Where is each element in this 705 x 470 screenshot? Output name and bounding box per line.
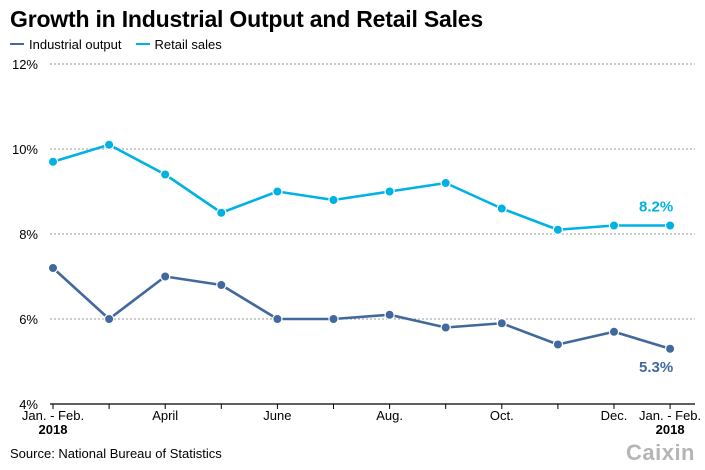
data-label-retail: 8.2% — [639, 199, 673, 216]
x-tick-label: 2018 — [656, 422, 685, 437]
data-point-retail — [103, 139, 115, 150]
data-point-retail — [272, 186, 283, 197]
caixin-logo: Caixin — [625, 440, 695, 465]
data-point-retail — [216, 207, 227, 218]
data-label-industrial: 5.3% — [639, 359, 673, 376]
data-point-industrial — [440, 322, 451, 333]
data-point-industrial — [272, 313, 283, 325]
data-point-retail — [552, 224, 564, 235]
data-point-industrial — [103, 313, 115, 325]
data-point-retail — [608, 220, 620, 231]
x-tick-label: Jan. - Feb. — [639, 408, 701, 423]
source-note: Source: National Bureau of Statistics — [10, 446, 222, 461]
data-point-retail — [496, 203, 507, 214]
legend: Industrial output Retail sales — [10, 36, 236, 52]
data-point-industrial — [328, 313, 339, 325]
series-line-industrial — [52, 267, 671, 350]
y-tick-label: 12% — [12, 57, 38, 72]
x-tick-label: Dec. — [601, 408, 628, 423]
legend-label-retail: Retail sales — [154, 36, 222, 52]
data-point-industrial — [216, 279, 227, 291]
data-point-retail — [328, 194, 339, 206]
y-tick-label: 10% — [12, 142, 38, 157]
x-tick-label: April — [152, 408, 178, 423]
chart-title: Growth in Industrial Output and Retail S… — [10, 6, 483, 32]
data-point-retail — [440, 177, 451, 189]
data-point-industrial — [496, 318, 507, 329]
data-point-retail — [384, 186, 395, 197]
x-tick-label: 2018 — [39, 422, 68, 437]
data-point-industrial — [664, 343, 676, 354]
x-tick-label: June — [263, 408, 291, 423]
data-point-retail — [47, 156, 59, 167]
x-tick-label: Aug. — [376, 408, 403, 423]
data-point-retail — [159, 169, 171, 180]
legend-item-industrial: Industrial output — [10, 37, 122, 52]
legend-item-retail: Retail sales — [135, 36, 222, 52]
data-point-industrial — [159, 271, 171, 282]
data-point-industrial — [47, 262, 59, 274]
legend-swatch-retail — [135, 43, 150, 45]
x-tick-label: Jan. - Feb. — [22, 408, 84, 423]
legend-label-industrial: Industrial output — [29, 36, 122, 52]
data-point-retail — [664, 220, 676, 231]
series-line-retail — [52, 143, 671, 232]
data-point-industrial — [384, 309, 395, 320]
x-tick-label: Oct. — [490, 408, 514, 423]
y-tick-label: 8% — [19, 227, 38, 242]
data-point-industrial — [608, 326, 620, 337]
y-tick-label: 6% — [19, 312, 38, 327]
y-tick-label: 4% — [19, 397, 38, 412]
data-point-industrial — [552, 339, 564, 350]
legend-swatch-industrial — [10, 43, 24, 45]
